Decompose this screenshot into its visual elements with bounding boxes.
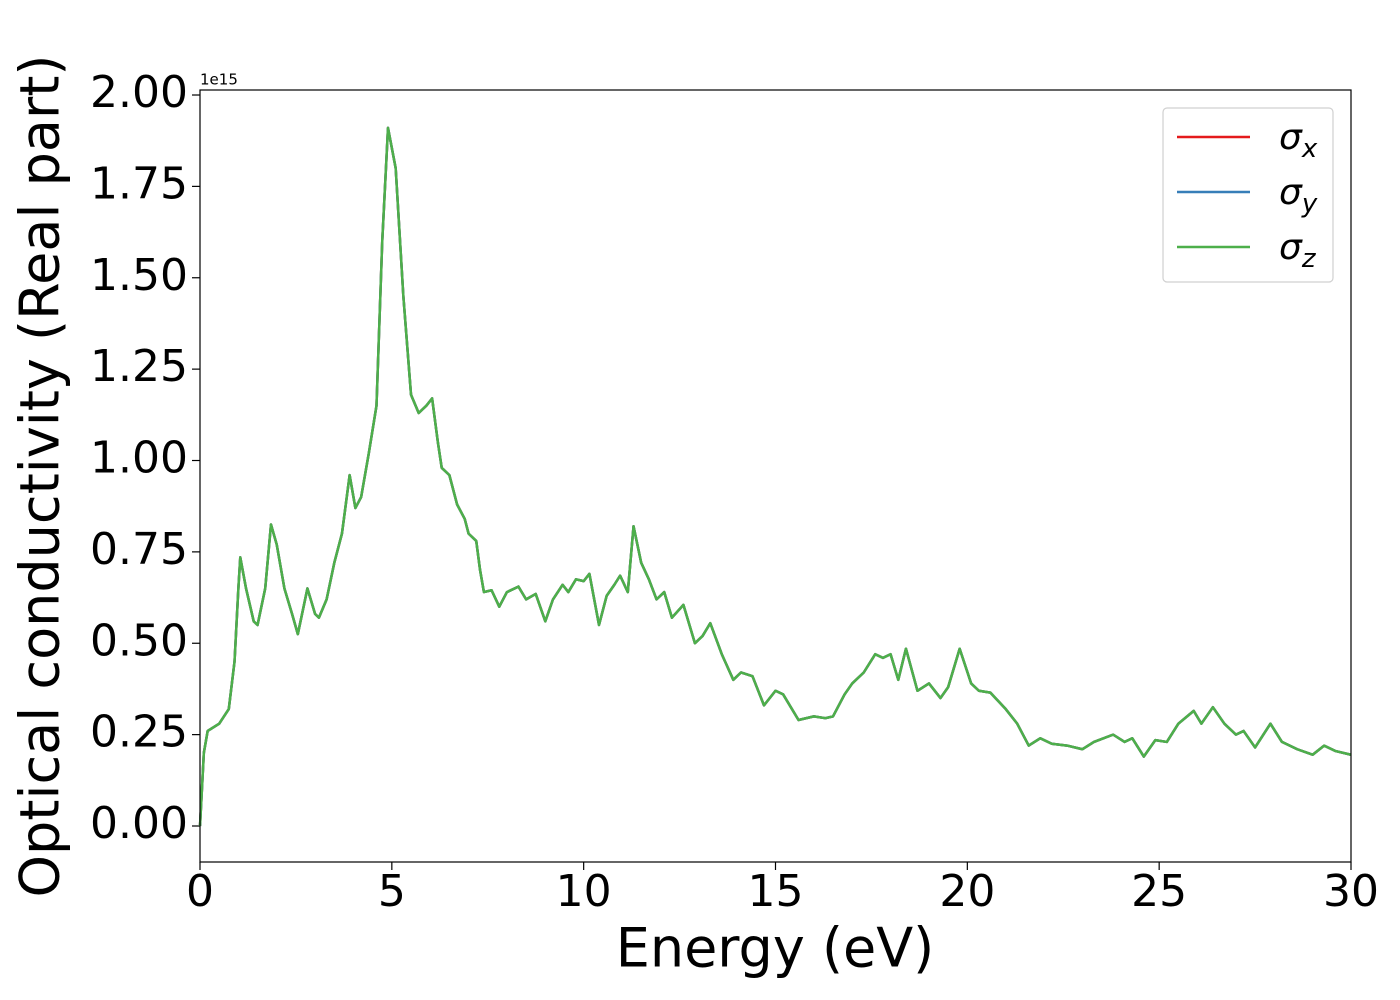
x-tick-label: 30: [1323, 866, 1379, 917]
y-axis-label: Optical conductivity (Real part): [9, 55, 72, 898]
legend-label: σy: [1279, 172, 1318, 219]
y-tick-label: 2.00: [90, 67, 188, 118]
x-axis-label: Energy (eV): [616, 917, 935, 980]
x-tick-label: 20: [939, 866, 995, 917]
legend-box: [1162, 107, 1334, 283]
y-tick-label: 1.75: [90, 158, 188, 209]
y-tick-label: 1.25: [90, 341, 188, 392]
legend-label: σx: [1279, 117, 1318, 164]
x-tick-label: 25: [1131, 866, 1187, 917]
y-tick-label: 1.50: [90, 250, 188, 301]
y-offset-label: 1e15: [200, 71, 238, 89]
x-tick-label: 5: [378, 866, 406, 917]
y-tick-label: 0.25: [90, 707, 188, 758]
y-tick-label: 0.75: [90, 524, 188, 575]
y-tick-label: 0.00: [90, 798, 188, 849]
x-tick-label: 10: [556, 866, 612, 917]
legend-label: σz: [1279, 227, 1317, 274]
x-tick-label: 15: [748, 866, 804, 917]
plot-frame: [199, 89, 1352, 863]
y-tick-label: 0.50: [90, 615, 188, 666]
y-tick-label: 1.00: [90, 433, 188, 484]
x-tick-label: 0: [186, 866, 214, 917]
series-line: [198, 126, 1352, 827]
